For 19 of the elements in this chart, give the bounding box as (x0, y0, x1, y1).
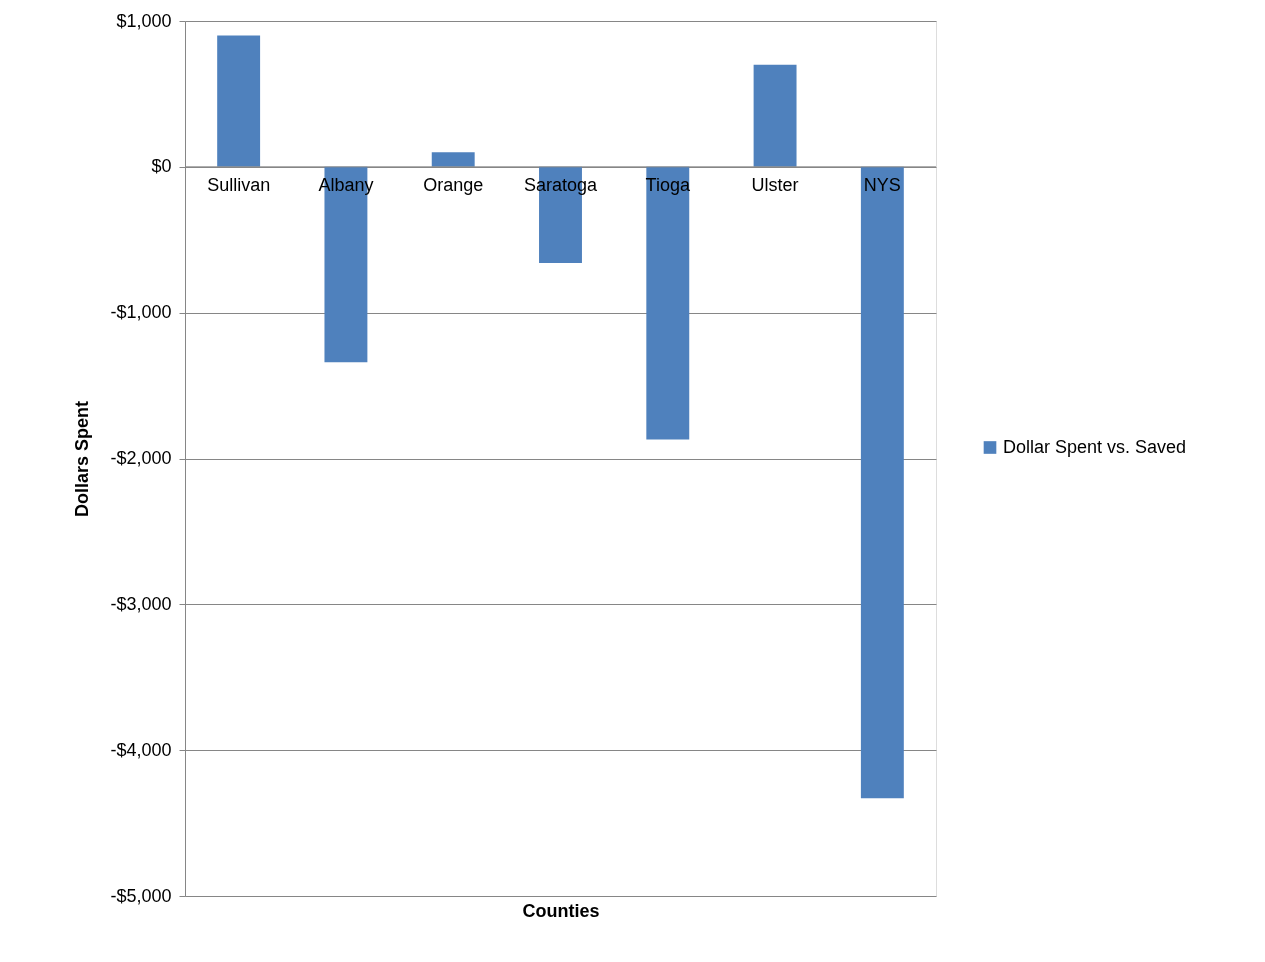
y-tick-label: -$1,000 (110, 302, 172, 323)
bar (860, 166, 904, 799)
y-tick-label: $0 (151, 156, 172, 177)
x-tick-label: Orange (423, 174, 484, 195)
x-tick-label: NYS (863, 174, 901, 195)
bar (431, 152, 475, 167)
y-axis-title: Dollars Spent (72, 400, 93, 518)
y-tick-label: -$3,000 (110, 593, 172, 614)
y-tick-label: -$2,000 (110, 448, 172, 468)
y-tick-label: $1,000 (116, 10, 172, 31)
y-tick-label: -$5,000 (110, 885, 172, 906)
y-tick-label: -$4,000 (110, 739, 172, 760)
legend-label: Dollar Spent vs. Saved (1003, 436, 1187, 457)
bar (646, 166, 690, 440)
x-tick-label: Sullivan (207, 174, 271, 195)
x-tick-label: Ulster (751, 174, 799, 195)
bar (753, 64, 797, 167)
bar (217, 35, 261, 167)
x-axis-title: Counties (522, 900, 600, 921)
